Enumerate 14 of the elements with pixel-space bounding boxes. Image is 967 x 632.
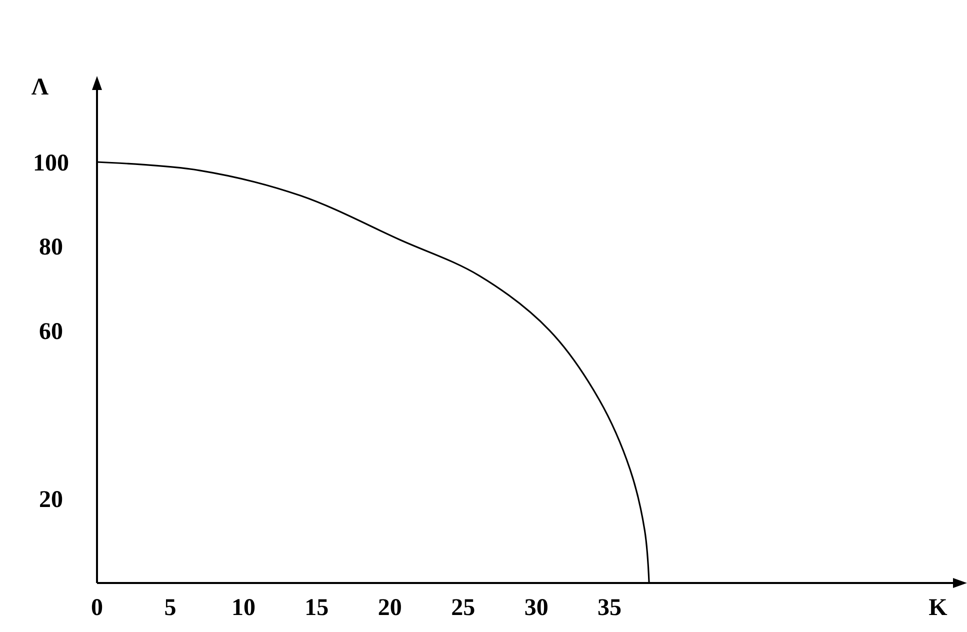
x-tick-label: 10 bbox=[231, 595, 256, 621]
x-tick-label: 25 bbox=[451, 595, 476, 621]
y-tick-label: 100 bbox=[33, 150, 69, 176]
y-tick-label: 20 bbox=[39, 487, 63, 514]
x-tick-label: 0 bbox=[91, 595, 103, 621]
y-axis-title: Λ bbox=[31, 74, 50, 100]
x-axis-title: K bbox=[928, 595, 948, 621]
y-tick-label: 60 bbox=[39, 318, 63, 345]
x-tick-label: 35 bbox=[598, 595, 622, 621]
y-tick-label: 80 bbox=[39, 234, 63, 261]
x-tick-label: 30 bbox=[524, 595, 548, 621]
x-tick-label: 20 bbox=[378, 595, 402, 621]
x-tick-label: 15 bbox=[304, 595, 329, 621]
x-tick-label: 5 bbox=[164, 595, 176, 621]
